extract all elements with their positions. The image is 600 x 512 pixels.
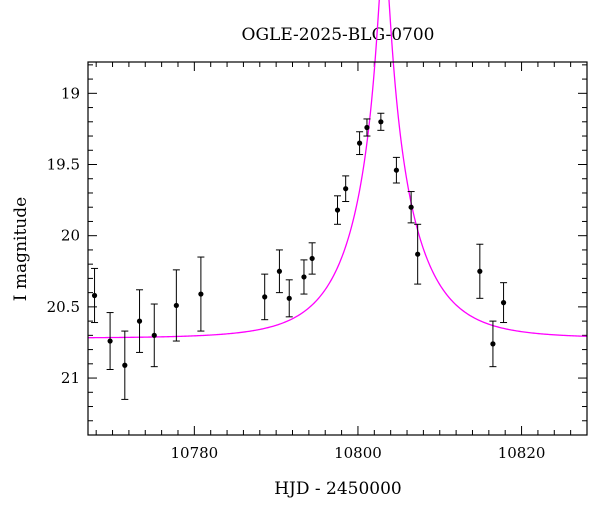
data-point (356, 131, 364, 156)
point-marker (91, 292, 98, 299)
point-marker (107, 338, 113, 344)
data-point (363, 118, 371, 137)
data-point (91, 267, 99, 324)
y-axis-label: I magnitude (11, 197, 31, 301)
data-point (275, 249, 283, 294)
data-point (414, 223, 422, 285)
model-curve (87, 0, 588, 339)
y-tick-label: 20.5 (47, 298, 80, 316)
data-point (392, 156, 400, 184)
data-point (197, 256, 205, 332)
point-marker (136, 318, 143, 324)
chart-title: OGLE-2025-BLG-0700 (242, 25, 435, 45)
point-marker (286, 295, 292, 301)
y-tick-label: 21 (61, 369, 80, 387)
point-marker (378, 119, 384, 125)
point-marker (490, 341, 496, 347)
point-marker (151, 332, 157, 338)
y-tick-label: 19 (61, 84, 80, 102)
point-marker (415, 251, 421, 257)
data-point (500, 282, 508, 324)
y-tick-label: 19.5 (47, 156, 80, 174)
x-axis-label: HJD - 2450000 (274, 479, 402, 499)
point-marker (276, 268, 283, 274)
data-point (407, 191, 415, 224)
data-point (308, 242, 316, 275)
y-tick-label: 20 (61, 227, 80, 245)
data-point (172, 269, 180, 342)
point-marker (477, 268, 483, 274)
point-marker (173, 302, 179, 309)
point-marker (356, 140, 363, 146)
point-marker (334, 207, 341, 213)
data-point (476, 243, 484, 299)
data-point (121, 330, 129, 400)
data-point (300, 259, 308, 295)
data-point (261, 273, 269, 321)
data-point (489, 320, 497, 368)
plot-frame (87, 61, 588, 436)
x-tick-label: 10800 (334, 444, 382, 462)
data-point (150, 303, 158, 368)
point-marker (393, 167, 399, 173)
point-marker (343, 186, 349, 192)
data-point (342, 175, 350, 203)
x-tick-label: 10820 (498, 444, 546, 462)
point-marker (408, 204, 414, 210)
x-tick-label: 10780 (170, 444, 218, 462)
point-marker (500, 299, 507, 306)
data-point (334, 195, 341, 225)
point-marker (262, 294, 268, 300)
point-marker (198, 291, 204, 297)
data-point (106, 312, 114, 371)
data-point (377, 112, 385, 131)
point-marker (122, 362, 128, 368)
data-points (91, 112, 508, 400)
point-marker (301, 274, 307, 280)
point-marker (309, 255, 315, 262)
point-marker (364, 124, 370, 131)
data-point (136, 289, 144, 353)
data-point (285, 279, 293, 318)
plot-axes: 10780 10800 10820 19 19.5 20 20.5 21 (47, 62, 588, 462)
